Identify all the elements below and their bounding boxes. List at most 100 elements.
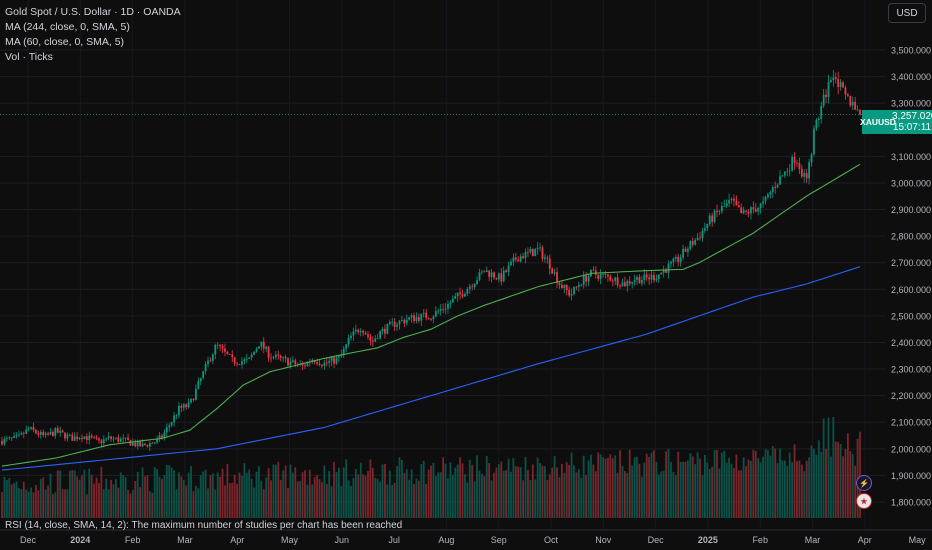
candle-body: [437, 310, 440, 312]
volume-bar: [602, 457, 604, 518]
volume-bar: [539, 463, 541, 518]
candle-body: [173, 415, 175, 423]
candle-body: [408, 317, 411, 320]
candle-body: [645, 274, 648, 278]
bar-countdown: 15:07:11: [892, 122, 932, 133]
volume-bar: [694, 464, 697, 518]
candle-body: [100, 440, 103, 444]
volume-bar: [786, 465, 789, 518]
candle-body: [822, 94, 825, 106]
candle-body: [5, 438, 8, 440]
volume-bar: [536, 457, 539, 518]
volume-bar: [78, 479, 81, 518]
volume-bar: [398, 457, 401, 518]
y-tick-label: 2,200.000: [891, 391, 931, 401]
volume-bar: [665, 451, 668, 518]
volume-bar: [677, 451, 680, 518]
candle-body: [202, 371, 205, 378]
candle-body: [81, 437, 83, 439]
candle-body: [711, 215, 714, 222]
candle-body: [364, 332, 367, 335]
volume-bar: [827, 417, 830, 518]
volume-bar: [107, 489, 110, 518]
volume-bar: [279, 479, 282, 518]
volume-bar: [626, 473, 629, 518]
ma244-line: [1, 266, 861, 471]
volume-bar: [568, 465, 571, 518]
volume-bar: [207, 488, 209, 518]
candle-body: [148, 442, 151, 447]
volume-bar: [5, 480, 8, 518]
candle-body: [522, 256, 525, 259]
candle-body: [367, 334, 369, 338]
candle-body: [417, 317, 420, 321]
volume-bar: [325, 484, 328, 518]
chart-title[interactable]: Gold Spot / U.S. Dollar · 1D · OANDA: [5, 6, 181, 18]
candle-body: [224, 348, 226, 352]
candle-body: [713, 210, 716, 222]
volume-bar: [599, 454, 602, 518]
volume-bar: [592, 464, 595, 518]
candle-body: [657, 274, 660, 280]
volume-bar: [68, 470, 71, 518]
us-flag-icon[interactable]: ★: [856, 493, 872, 509]
candle-body: [626, 281, 629, 287]
volume-bar: [587, 460, 590, 518]
volume-bar: [473, 481, 476, 518]
volume-bar: [510, 471, 512, 518]
volume-bar: [703, 454, 706, 518]
candle-body: [750, 207, 752, 214]
ma60-legend[interactable]: MA (60, close, 0, SMA, 5): [5, 36, 125, 48]
volume-bar: [134, 480, 137, 518]
volume-bar: [500, 461, 503, 518]
candle-body: [476, 280, 478, 284]
volume-bar: [187, 472, 190, 518]
volume-bar: [3, 476, 6, 518]
candle-body: [95, 437, 98, 439]
volume-bar: [401, 460, 403, 518]
volume-bar: [277, 461, 280, 518]
x-tick-label: 2025: [698, 535, 718, 545]
volume-bar: [110, 479, 112, 518]
volume-bar: [127, 490, 129, 518]
volume-legend[interactable]: Vol · Ticks: [5, 51, 53, 63]
volume-bar: [752, 449, 755, 518]
candle-body: [190, 398, 192, 403]
currency-button[interactable]: USD: [888, 3, 926, 23]
lightning-icon[interactable]: ⚡: [856, 475, 872, 491]
candle-body: [250, 354, 253, 358]
candle-body: [68, 434, 71, 436]
candle-body: [357, 329, 360, 333]
volume-bar: [95, 477, 98, 518]
volume-bar: [44, 489, 47, 518]
volume-bar: [619, 450, 621, 518]
candle-body: [393, 321, 396, 327]
volume-bar: [197, 488, 200, 518]
candle-body: [660, 272, 663, 275]
candle-body: [842, 82, 844, 88]
volume-bar: [59, 470, 62, 518]
candle-body: [131, 442, 134, 446]
candle-body: [480, 271, 483, 273]
volume-bar: [783, 460, 786, 518]
volume-bar: [102, 489, 105, 518]
candle-body: [301, 364, 304, 366]
x-tick-label: Apr: [858, 535, 872, 545]
candle-body: [500, 273, 503, 282]
candle-body: [633, 279, 636, 283]
candle-body: [846, 94, 849, 96]
candle-body: [51, 431, 54, 436]
volume-bar: [478, 470, 481, 518]
volume-bar: [670, 461, 672, 518]
x-tick-label: 2024: [70, 535, 90, 545]
candle-body: [558, 282, 561, 285]
candle-body: [374, 338, 377, 342]
ma244-legend[interactable]: MA (244, close, 0, SMA, 5): [5, 21, 130, 33]
volume-bar: [817, 440, 820, 518]
volume-bar: [769, 455, 772, 518]
candle-body: [241, 361, 243, 365]
candle-body: [153, 442, 156, 444]
candle-body: [170, 422, 173, 426]
volume-bar: [255, 471, 258, 518]
